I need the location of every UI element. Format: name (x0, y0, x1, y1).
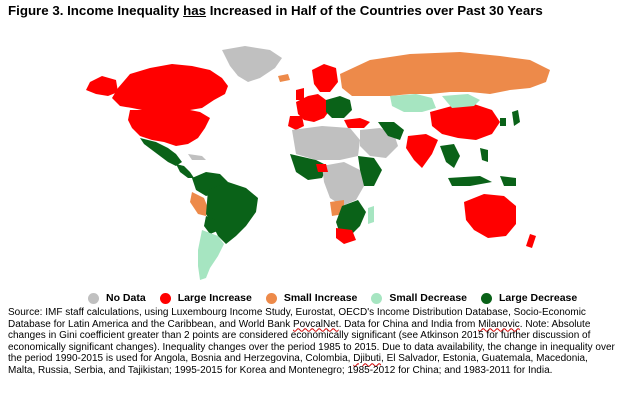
region-central-africa (322, 162, 364, 206)
region-korea (500, 118, 506, 126)
region-indonesia (448, 176, 492, 186)
source-text-4: , El Salvador, Estonia, Guatemala, Maced… (8, 353, 588, 376)
region-east-africa (358, 156, 382, 186)
title-text-before: Figure 3. Income Inequality (8, 3, 184, 18)
legend-label: Small Increase (283, 292, 358, 304)
region-mexico (140, 138, 182, 166)
region-new-zealand (526, 234, 536, 248)
region-papua (500, 176, 516, 186)
region-greenland (222, 46, 282, 82)
region-india (406, 134, 438, 168)
legend-swatch (481, 292, 493, 304)
legend-item: Small Increase (265, 292, 358, 304)
region-philippines (480, 148, 488, 162)
region-caribbean (188, 154, 206, 160)
world-map-svg (86, 46, 550, 280)
region-china (430, 104, 500, 140)
figure-title: Figure 3. Income Inequality has Increase… (8, 2, 618, 20)
legend-item: Small Decrease (371, 292, 467, 304)
region-usa (128, 110, 210, 146)
region-south-africa (336, 228, 356, 244)
title-text-after: Increased in Half of the Countries over … (206, 3, 543, 18)
region-western-europe (296, 94, 330, 122)
source-text-povcalnet: PovcalNet (293, 318, 339, 330)
region-west-africa (290, 154, 328, 180)
region-north-africa (292, 126, 360, 160)
region-southern-africa (336, 200, 366, 236)
legend-label: Large Decrease (499, 292, 578, 304)
region-peru (190, 192, 208, 216)
map-legend: No Data Large Increase Small Increase Small… (88, 290, 591, 306)
region-iceland (278, 74, 290, 82)
source-text-milanovic: Milanovic (478, 318, 520, 330)
source-text-djibuti: Djibuti (353, 353, 382, 365)
source-note: Source: IMF staff calculations, using Lu… (8, 307, 616, 377)
legend-label: Large Increase (177, 292, 252, 304)
legend-swatch (371, 292, 383, 304)
region-iberia (288, 116, 304, 130)
title-text-underlined: has (183, 3, 207, 18)
region-uk (296, 88, 304, 100)
legend-swatch (159, 292, 171, 304)
region-japan (512, 110, 520, 126)
source-text-2: . Data for China and India from (338, 318, 479, 330)
legend-label: Small Decrease (389, 292, 468, 304)
legend-item: No Data (88, 292, 146, 304)
region-canada (112, 64, 228, 110)
region-bolivia (204, 216, 220, 234)
legend-swatch (265, 292, 277, 304)
region-central-america (176, 164, 194, 178)
legend-item: Large Increase (159, 292, 252, 304)
source-text-1: Source: IMF staff calculations, using Lu… (8, 307, 586, 330)
region-eastern-europe (326, 96, 352, 118)
region-russia (340, 52, 550, 96)
source-text-3: . Note: Absolute changes in Gini coeffic… (8, 318, 615, 365)
region-australia (464, 194, 516, 238)
region-alaska (86, 76, 118, 96)
world-map (60, 30, 580, 286)
region-southeast-asia (440, 144, 460, 168)
region-argentina (198, 230, 224, 280)
region-madagascar (368, 206, 374, 224)
legend-item: Large Decrease (481, 292, 577, 304)
region-nigeria (316, 164, 328, 172)
region-scandinavia (312, 64, 338, 92)
region-turkey (344, 118, 370, 128)
legend-label: No Data (106, 292, 146, 304)
legend-swatch (88, 292, 99, 304)
region-mongolia (442, 94, 480, 108)
region-kazakhstan (390, 94, 436, 112)
region-iran (378, 122, 404, 140)
